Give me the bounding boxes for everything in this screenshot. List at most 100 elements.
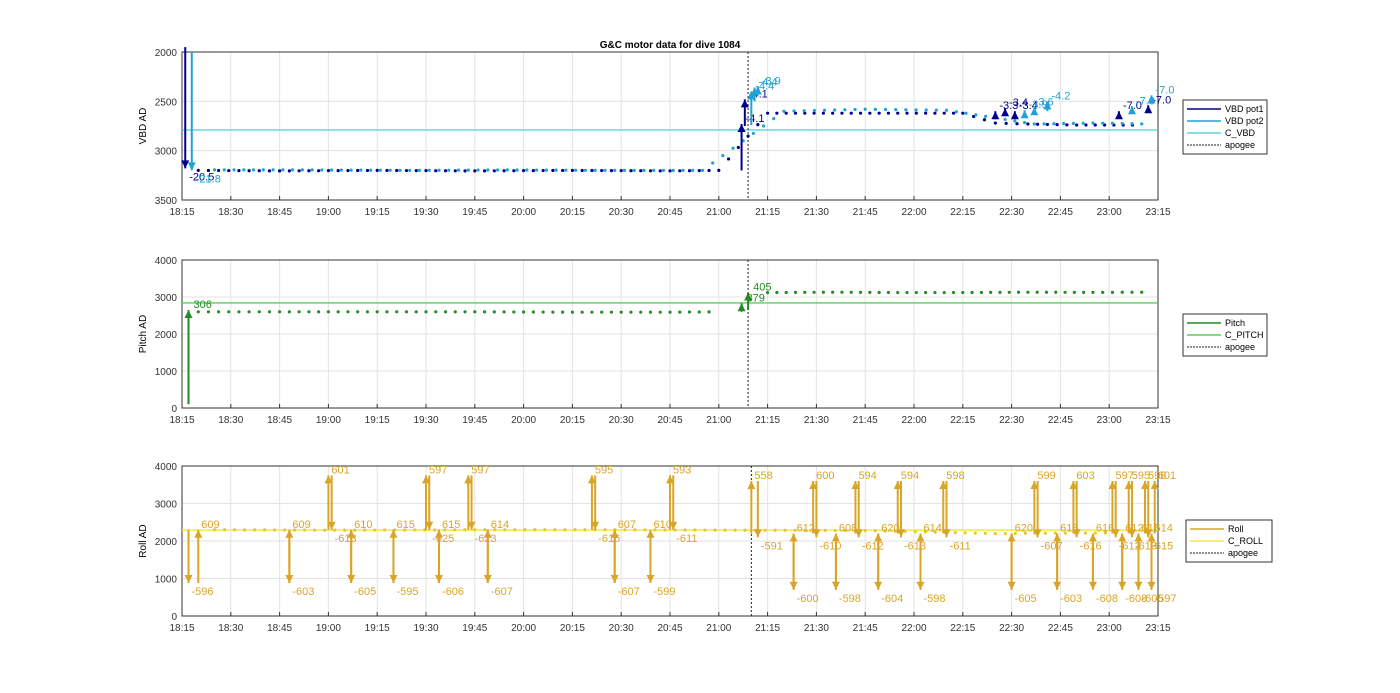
pot1-dot	[831, 111, 835, 115]
pot2-dot	[751, 131, 755, 135]
roll-move-label: 615	[396, 519, 414, 531]
x-tick-label: 23:15	[1145, 415, 1170, 426]
pitch-dot	[1044, 290, 1049, 294]
pot2-dot	[349, 168, 353, 172]
roll-dot	[763, 528, 767, 532]
pot1-dot	[206, 168, 211, 173]
roll-dot	[843, 528, 847, 533]
x-tick-label: 19:00	[316, 415, 341, 426]
pot2-dot	[427, 168, 431, 172]
pot1-dot	[736, 145, 740, 150]
vbd-move-head	[1001, 108, 1010, 117]
x-tick-label: 22:00	[901, 623, 926, 634]
legend-label: Pitch	[1225, 318, 1245, 328]
pitch-dot	[522, 310, 526, 314]
pitch-dot	[326, 310, 330, 314]
pitch-dot	[1026, 290, 1030, 294]
roll-move-head	[467, 521, 476, 530]
x-tick-label: 18:30	[218, 623, 243, 634]
vbd-move-label: -3.4	[1009, 97, 1028, 109]
pitch-move-head	[184, 309, 193, 318]
roll-dot	[252, 528, 257, 532]
pot2-dot	[378, 168, 383, 172]
roll-dot	[743, 528, 747, 532]
pot1-dot	[443, 169, 448, 173]
pot1-dot	[1004, 121, 1008, 125]
pot2-dot	[251, 168, 256, 172]
x-tick-label: 21:30	[804, 207, 829, 218]
x-tick-label: 22:15	[950, 623, 975, 634]
pot1-dot	[217, 168, 221, 173]
pitch-dot	[886, 290, 891, 295]
vbd-move-label: 3.6	[1038, 96, 1053, 108]
roll-dot	[1093, 531, 1098, 535]
roll-dot	[823, 528, 827, 532]
pot2-dot	[964, 111, 968, 115]
pot2-dot	[554, 168, 558, 172]
roll-dot	[803, 528, 807, 532]
pitch-dot	[812, 290, 816, 294]
pitch-move-label: 379	[747, 292, 765, 304]
pot1-dot	[317, 169, 321, 173]
roll-move-head	[327, 521, 336, 530]
x-tick-label: 21:45	[853, 415, 878, 426]
pot1-dot	[914, 111, 918, 115]
pitch-dot	[831, 290, 835, 294]
pot1-dot	[297, 169, 301, 173]
x-tick-label: 21:15	[755, 207, 780, 218]
roll-move-label: 614	[1154, 523, 1172, 535]
pot1-dot	[1075, 123, 1079, 127]
pot2-dot	[711, 161, 715, 165]
roll-move-head	[389, 529, 398, 538]
pot2-dot	[1023, 120, 1027, 125]
pot2-dot	[339, 168, 344, 172]
x-tick-label: 21:00	[706, 623, 731, 634]
roll-move-head	[753, 529, 762, 538]
pitch-dot	[619, 310, 623, 314]
y-tick-label: 3000	[155, 500, 178, 511]
roll-move-label: 600	[816, 470, 834, 482]
pot1-dot	[365, 168, 370, 173]
roll-dot	[303, 528, 307, 532]
pot2-dot	[1120, 121, 1124, 126]
roll-panel: 18:15 18:30 18:45 19:00 19:15 19:30 19:45 20:00…	[138, 462, 1273, 634]
pitch-dot	[989, 290, 993, 295]
x-tick-label: 19:00	[316, 623, 341, 634]
roll-dot	[403, 528, 407, 532]
x-tick-label: 19:30	[413, 415, 438, 426]
roll-dot	[623, 528, 627, 532]
roll-move-label: -615	[1151, 540, 1173, 552]
pot2-dot	[681, 168, 685, 172]
x-tick-label: 20:15	[560, 623, 585, 634]
roll-dot	[323, 528, 327, 532]
pitch-dot	[970, 290, 974, 295]
pot2-dot	[924, 108, 928, 112]
x-tick-label: 21:45	[853, 623, 878, 634]
roll-dot	[793, 528, 797, 532]
pot2-dot	[1052, 122, 1056, 126]
x-tick-label: 23:15	[1145, 623, 1170, 634]
roll-move-label: 620	[881, 523, 899, 535]
pot2-dot	[330, 168, 334, 172]
vbd-move-label: -4.1	[746, 113, 765, 125]
pot1-dot	[600, 168, 604, 173]
pot2-dot	[652, 168, 656, 172]
pitch-dot	[1082, 290, 1086, 294]
pitch-dot	[561, 310, 565, 314]
roll-move-label: 608	[839, 523, 857, 535]
pitch-dot	[317, 310, 321, 314]
pitch-dot	[346, 310, 350, 314]
legend-label: C_PITCH	[1225, 330, 1264, 340]
roll-dot	[773, 528, 777, 532]
roll-dot	[433, 528, 437, 532]
y-tick-label: 3000	[155, 147, 178, 158]
pot2-dot	[515, 168, 519, 172]
roll-move-head	[347, 529, 356, 538]
x-tick-label: 19:45	[462, 207, 487, 218]
x-tick-label: 20:45	[657, 207, 682, 218]
pitch-dot	[414, 310, 418, 314]
roll-move-head	[812, 529, 821, 538]
roll-move-label: -595	[396, 586, 418, 598]
pitch-dot	[492, 310, 496, 314]
roll-move-head	[854, 529, 863, 538]
